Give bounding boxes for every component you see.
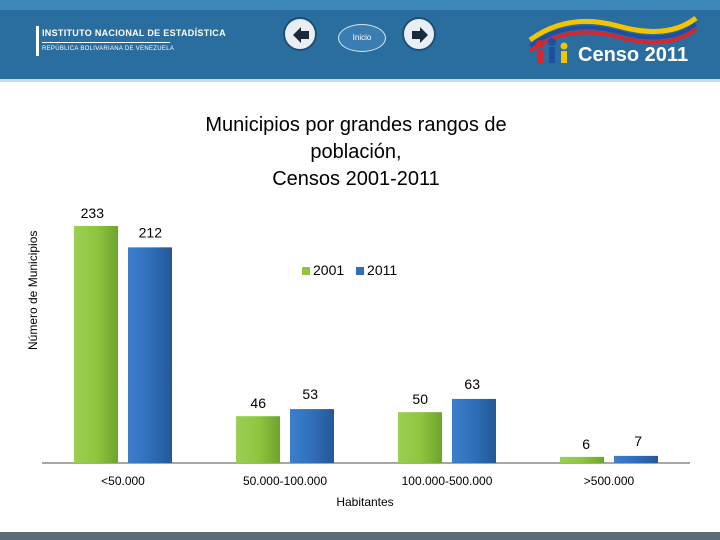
header-strip bbox=[0, 0, 720, 10]
bar-2011-2 bbox=[452, 398, 496, 463]
ine-logo: INSTITUTO NACIONAL DE ESTADÍSTICA REPÚBL… bbox=[36, 24, 226, 64]
bar-2011-1 bbox=[290, 409, 334, 463]
arrow-right-icon bbox=[412, 27, 428, 43]
footer-band bbox=[0, 532, 720, 540]
bar-2011-3 bbox=[614, 455, 658, 463]
x-tick-label-2: 100.000-500.000 bbox=[402, 474, 493, 488]
bar-2011-0 bbox=[128, 247, 172, 463]
x-axis-label: Habitantes bbox=[336, 495, 394, 509]
legend-item-2001: 2001 bbox=[302, 262, 344, 278]
header-bar: INSTITUTO NACIONAL DE ESTADÍSTICA REPÚBL… bbox=[0, 0, 720, 82]
ine-title: INSTITUTO NACIONAL DE ESTADÍSTICA bbox=[42, 28, 226, 38]
data-label-2011-3: 7 bbox=[634, 433, 642, 449]
data-label-2001-1: 46 bbox=[250, 395, 266, 411]
legend-swatch-2011 bbox=[356, 267, 365, 276]
data-label-2001-0: 233 bbox=[81, 205, 105, 221]
legend-label-2011: 2011 bbox=[367, 262, 398, 278]
legend-item-2011: 2011 bbox=[356, 262, 397, 278]
arrow-left-icon bbox=[293, 27, 309, 43]
data-label-2011-0: 212 bbox=[139, 224, 163, 240]
ine-subtitle: REPÚBLICA BOLIVARIANA DE VENEZUELA bbox=[42, 46, 175, 52]
ine-divider bbox=[42, 42, 170, 43]
data-label-2011-1: 53 bbox=[302, 386, 318, 402]
x-tick-label-1: 50.000-100.000 bbox=[243, 474, 327, 488]
legend-swatch-2001 bbox=[302, 267, 310, 276]
bar-2001-2 bbox=[398, 412, 442, 463]
censo-logo-icon bbox=[528, 15, 698, 63]
chart-title: Municipios por grandes rangos de poblaci… bbox=[170, 112, 542, 193]
chart-title-line-2: población, bbox=[310, 141, 402, 163]
home-button[interactable]: Inicio bbox=[338, 24, 386, 52]
data-label-2011-2: 63 bbox=[464, 376, 480, 392]
chart-title-line-3: Censos 2001-2011 bbox=[272, 168, 440, 190]
data-label-2001-3: 6 bbox=[582, 436, 590, 452]
previous-button[interactable] bbox=[283, 17, 317, 51]
chart-title-line-1: Municipios por grandes rangos de bbox=[205, 114, 507, 136]
ine-logo-mark bbox=[36, 26, 39, 56]
bar-2001-1 bbox=[236, 416, 280, 463]
censo-2011-label: Censo 2011 bbox=[578, 44, 689, 66]
next-button[interactable] bbox=[402, 17, 436, 51]
legend-label-2001: 2001 bbox=[313, 262, 345, 278]
bar-2001-3 bbox=[560, 456, 604, 463]
x-tick-label-0: <50.000 bbox=[101, 474, 145, 488]
x-tick-label-3: >500.000 bbox=[584, 474, 635, 488]
data-label-2001-2: 50 bbox=[412, 391, 428, 407]
bar-2001-0 bbox=[74, 226, 118, 463]
chart-legend: 2001 2011 bbox=[302, 262, 405, 278]
